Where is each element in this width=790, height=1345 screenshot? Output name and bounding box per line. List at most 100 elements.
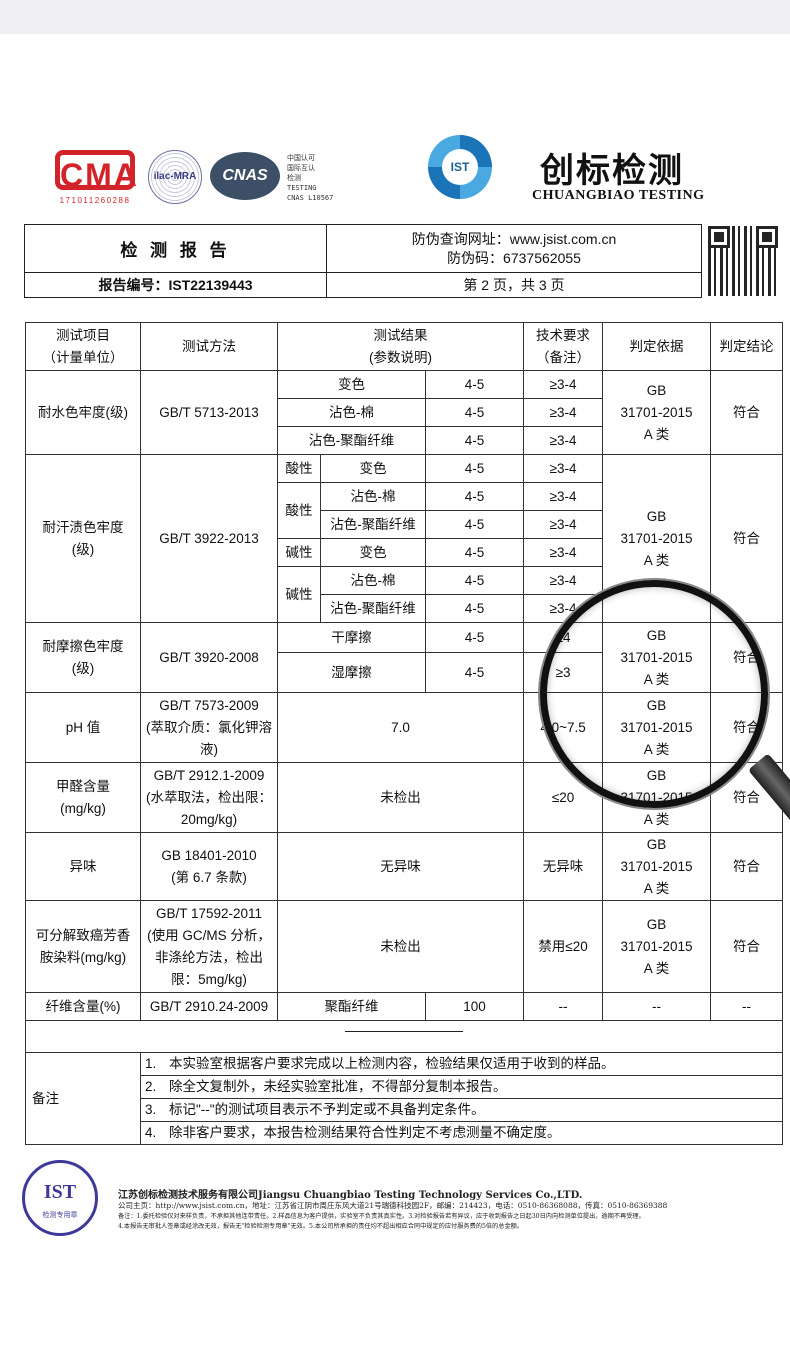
table-row-odor: 异味 GB 18401-2010 (第 6.7 条款) 无异味 无异味 GB 31701…	[25, 832, 784, 901]
conclusion-cell: 符合	[710, 900, 784, 993]
test-results-table: 测试项目 （计量单位） 测试方法 测试结果 (参数说明) 技术要求 （备注） 判…	[24, 322, 784, 1145]
result-cell: 4-5	[424, 482, 525, 511]
component-cell: 聚酯纤维	[277, 992, 426, 1021]
qr-code	[708, 226, 778, 296]
report-title: 检 测 报 告	[25, 225, 327, 273]
footer-company: 江苏创标检测技术服务有限公司Jiangsu Chuangbiao Testing…	[118, 1190, 583, 1201]
item-cell: 纤维含量(%)	[25, 992, 141, 1021]
sub-item-cell: 变色	[320, 538, 426, 567]
report-number: 报告编号：IST22139443	[25, 273, 327, 297]
ilac-mra-logo: ilac-MRA	[148, 150, 202, 204]
conclusion-cell: 符合	[710, 454, 784, 623]
item-cell: 耐摩擦色牢度 (级)	[25, 622, 141, 693]
sub-item-cell: 干摩擦	[277, 622, 426, 653]
method-cell: GB/T 3920-2008	[140, 622, 278, 693]
footer-address: 公司主页：http://www.jsist.com.cn，地址：江苏省江阴市周庄…	[118, 1201, 668, 1210]
method-cell: GB/T 17592-2011 (使用 GC/MS 分析， 非涤纶方法，检出 限…	[140, 900, 278, 993]
cma-number: 171011260288	[59, 196, 131, 205]
note-number: 4.	[145, 1125, 157, 1140]
report-header-box: 检 测 报 告 防伪查询网址：www.jsist.com.cn 防伪码：6737…	[24, 224, 702, 298]
requirement-cell: ≥3-4	[523, 398, 604, 427]
note-number: 2.	[145, 1079, 157, 1094]
method-cell: GB/T 3922-2013	[140, 454, 278, 623]
result-cell: 4-5	[424, 538, 525, 567]
brand-name-cn: 创标检测	[540, 151, 684, 191]
result-cell: 4-5	[424, 370, 525, 399]
sub-item-cell: 沾色-聚酯纤维	[277, 426, 426, 455]
note-item: 1. 本实验室根据客户要求完成以上检测内容，检验结果仅适用于收到的样品。	[139, 1052, 784, 1076]
result-cell: 100	[424, 992, 525, 1021]
note-number: 1.	[145, 1056, 157, 1071]
item-cell: 耐汗渍色牢度 (级)	[25, 454, 141, 623]
page-indicator: 第 2 页，共 3 页	[463, 277, 565, 293]
notes-label: 备注	[25, 1052, 141, 1145]
sub-item-cell: 湿摩擦	[277, 652, 426, 693]
footer-remark-2: 4.本报告无审批人签章或经涂改无效，报告无"检验检测专用章"无效。5.本公司所承…	[118, 1223, 524, 1230]
requirement-cell: ≥3-4	[523, 566, 604, 595]
result-cell: 未检出	[276, 900, 525, 993]
note-row: 3. 标记"--"的测试项目表示不予判定或不具备判定条件。	[26, 1098, 784, 1122]
end-line-cell	[24, 1020, 784, 1053]
requirement-cell: 无异味	[523, 832, 604, 901]
cma-logo: CMA	[55, 150, 137, 193]
requirement-cell: 禁用≤20	[523, 900, 604, 993]
result-cell: 4-5	[424, 454, 525, 483]
result-cell: 4-5	[424, 398, 525, 427]
result-cell: 未检出	[276, 762, 525, 833]
sub-item-cell: 变色	[277, 370, 426, 399]
item-cell: 耐水色牢度(级)	[25, 370, 141, 455]
item-cell: pH 值	[25, 692, 141, 763]
basis-cell: GB 31701-2015 A 类	[602, 370, 712, 455]
note-item: 3. 标记"--"的测试项目表示不予判定或不具备判定条件。	[139, 1098, 784, 1122]
note-number: 3.	[145, 1102, 157, 1117]
basis-cell: GB 31701-2015 A 类	[602, 832, 712, 901]
magnifier-glass	[540, 580, 768, 808]
method-cell: GB 18401-2010 (第 6.7 条款)	[140, 832, 278, 901]
note-text: 除非客户要求，本报告检测结果符合性判定不考虑测量不确定度。	[169, 1125, 561, 1140]
conclusion-cell: --	[710, 992, 784, 1021]
result-cell: 7.0	[276, 692, 525, 763]
header-requirement: 技术要求 （备注）	[523, 322, 604, 371]
end-row	[24, 1020, 784, 1053]
result-cell: 4-5	[424, 426, 525, 455]
result-cell: 4-5	[424, 566, 525, 595]
sub-item-cell: 沾色-棉	[277, 398, 426, 427]
ist-seal: IST 检测专用章	[22, 1160, 98, 1236]
method-cell: GB/T 2910.24-2009	[140, 992, 278, 1021]
table-row-fiber: 纤维含量(%) GB/T 2910.24-2009 聚酯纤维 100 -- -- --	[25, 992, 784, 1021]
method-cell: GB/T 2912.1-2009 (水萃取法，检出限： 20mg/kg)	[140, 762, 278, 833]
cnas-caption: 中国认可 国际互认 检测 TESTING CNAS L10567	[287, 154, 334, 202]
table-row: 沾色-棉 4-5 ≥3-4	[26, 398, 783, 427]
result-cell: 4-5	[424, 652, 525, 693]
header-conclusion: 判定结论	[710, 322, 784, 371]
table-row: 沾色-聚酯纤维 4-5 ≥3-4	[26, 594, 783, 623]
table-row-azo: 可分解致癌芳香 胺染料(mg/kg) GB/T 17592-2011 (使用 GC…	[25, 900, 784, 993]
brand-name-en: CHUANGBIAO TESTING	[532, 188, 705, 203]
result-cell: 4-5	[424, 594, 525, 623]
table-row: 耐水色牢度(级) GB/T 5713-2013 变色 4-5 ≥3-4 GB 31701-…	[25, 370, 784, 455]
sub-item-cell: 沾色-棉	[320, 482, 426, 511]
seal-subtext: 检测专用章	[42, 1212, 78, 1219]
requirement-cell: ≥3-4	[523, 482, 604, 511]
table-row-formaldehyde: 甲醛含量 (mg/kg) GB/T 2912.1-2009 (水萃取法，检出限： …	[25, 762, 784, 833]
note-row: 2. 除全文复制外，未经实验室批准，不得部分复制本报告。	[26, 1075, 784, 1099]
note-text: 标记"--"的测试项目表示不予判定或不具备判定条件。	[169, 1102, 485, 1117]
method-cell: GB/T 5713-2013	[140, 370, 278, 455]
ist-logo: IST	[428, 135, 492, 199]
header-result: 测试结果 (参数说明)	[276, 322, 525, 371]
sub-item-cell: 沾色-棉	[320, 566, 426, 595]
requirement-cell: ≥3-4	[523, 370, 604, 399]
conclusion-cell: 符合	[710, 370, 784, 455]
verify-url: 防伪查询网址：www.jsist.com.cn	[411, 230, 617, 247]
seal-text: IST	[43, 1181, 77, 1203]
table-row: 耐汗渍色牢度 (级) GB/T 3922-2013 酸性 变色 4-5 ≥3-4 GB 31…	[25, 454, 784, 623]
item-cell: 异味	[25, 832, 141, 901]
requirement-cell: ≥3-4	[523, 538, 604, 567]
footer-remark-1: 备注：1.委托检验仅对来样负责，不承担其他连带责任。2.样品信息为客户提供，实验…	[118, 1213, 645, 1220]
result-cell: 4-5	[424, 622, 525, 653]
verify-code: 防伪码：6737562055	[447, 249, 581, 266]
top-bar	[0, 0, 790, 34]
alkali-label: 碱性	[277, 566, 321, 623]
table-header-row: 测试项目 （计量单位） 测试方法 测试结果 (参数说明) 技术要求 （备注） 判…	[25, 322, 784, 371]
